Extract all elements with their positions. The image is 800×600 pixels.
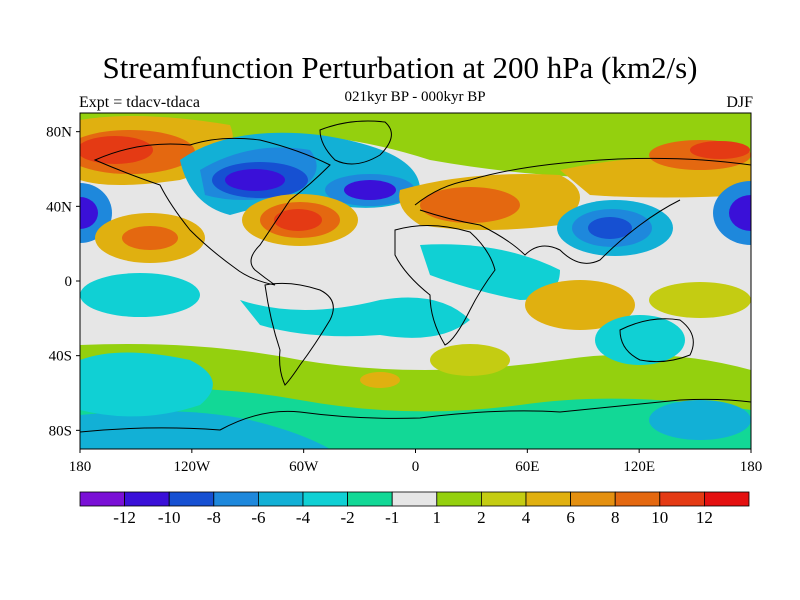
coastlines (80, 120, 751, 433)
colorbar-swatch (436, 491, 482, 507)
field-blob (80, 352, 213, 417)
field-band (80, 411, 330, 449)
field-blob (729, 195, 751, 231)
field-blob (588, 217, 632, 239)
colorbar-swatch (213, 491, 259, 507)
colorbar-labels: -12 -10 -8 -6 -4 -2 -1 1 2 4 6 8 10 12 (113, 508, 713, 527)
field-blob (420, 244, 560, 300)
colorbar-swatch (347, 491, 393, 507)
colorbar-swatch (79, 491, 125, 507)
field-blob (122, 226, 178, 250)
field-blob (525, 280, 635, 330)
colorbar-swatch (525, 491, 571, 507)
coastline-greenland (319, 120, 392, 165)
colorbar-swatch (659, 491, 705, 507)
colorbar-label: 10 (651, 508, 668, 527)
coastline-antarctica (80, 398, 751, 433)
field-blob (274, 209, 322, 231)
coastline-eurasia (414, 157, 751, 264)
field-blob (80, 136, 153, 164)
field-blob (649, 400, 751, 440)
lat-tick-label: 0 (65, 274, 73, 290)
colorbar (79, 491, 750, 507)
lat-tick-label: 40N (46, 199, 72, 215)
lon-tick-label: 180 (69, 459, 92, 475)
lon-tick-label: 120W (173, 459, 211, 475)
experiment-label: Expt = tdacv-tdaca (79, 94, 200, 111)
lat-tick-label: 40S (49, 349, 72, 365)
colorbar-label: -8 (207, 508, 221, 527)
coastline-australia (619, 318, 694, 363)
colorbar-label: 2 (477, 508, 486, 527)
colorbar-swatch (570, 491, 616, 507)
colorbar-label: -6 (251, 508, 265, 527)
colorbar-label: 1 (433, 508, 442, 527)
field-blob (690, 141, 750, 159)
longitude-axis: 180 120W 60W 0 60E 120E 180 (69, 449, 763, 475)
lon-tick-label: 60W (289, 459, 319, 475)
colorbar-label: -4 (296, 508, 311, 527)
lat-tick-label: 80S (49, 423, 72, 439)
colorbar-label: -2 (341, 508, 355, 527)
field-blob (649, 282, 751, 318)
field-blob (430, 344, 510, 376)
field-blob (344, 180, 396, 200)
field-blob (360, 372, 400, 388)
lon-tick-label: 60E (515, 459, 539, 475)
map-title: Streamfunction Perturbation at 200 hPa (… (102, 50, 698, 85)
colorbar-label: 6 (566, 508, 575, 527)
colorbar-label: 8 (611, 508, 620, 527)
colorbar-swatch (257, 491, 304, 507)
field-blob (225, 169, 285, 191)
colorbar-label: 4 (522, 508, 531, 527)
field-blob (595, 315, 685, 365)
lon-tick-label: 0 (412, 459, 420, 475)
colorbar-swatch (168, 491, 215, 507)
lon-tick-label: 120E (623, 459, 655, 475)
map-subtitle: 021kyr BP - 000kyr BP (344, 89, 486, 105)
latitude-axis: 80N 40N 0 40S 80S (46, 125, 80, 439)
colorbar-swatch (614, 491, 661, 507)
field-blob (80, 273, 200, 317)
coastline-south-america (264, 282, 334, 386)
colorbar-swatch (480, 491, 527, 507)
coastline-africa (394, 224, 496, 346)
colorbar-swatch (124, 491, 170, 507)
streamfunction-field (80, 113, 751, 449)
field-band (80, 113, 751, 178)
lat-tick-label: 80N (46, 125, 72, 141)
colorbar-label: -10 (158, 508, 181, 527)
lon-tick-label: 180 (740, 459, 763, 475)
season-label: DJF (726, 94, 753, 111)
field-blob (420, 187, 520, 223)
colorbar-label: -12 (113, 508, 136, 527)
colorbar-swatch (302, 491, 348, 507)
field-blob (80, 197, 98, 229)
field-blob (240, 297, 470, 338)
colorbar-swatch (391, 491, 438, 507)
coastline-north-america (93, 137, 331, 286)
colorbar-label: 12 (696, 508, 713, 527)
colorbar-label: -1 (385, 508, 399, 527)
colorbar-swatch (704, 491, 750, 507)
